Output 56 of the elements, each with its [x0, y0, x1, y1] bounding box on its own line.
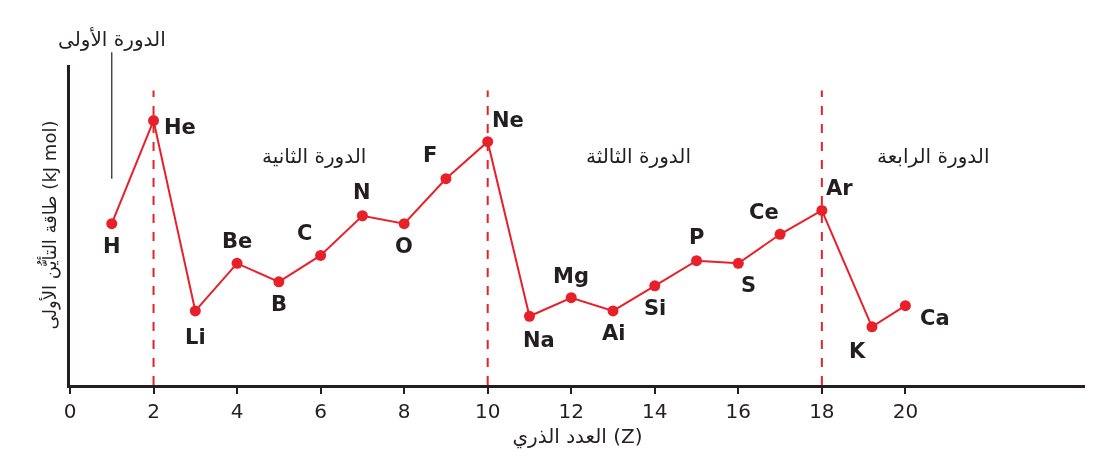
point: [398, 218, 410, 230]
x-tick-label: 6: [314, 398, 327, 423]
annotation: Ar: [826, 176, 854, 200]
annotation: Ai: [602, 321, 626, 345]
x-tick-label: 16: [725, 398, 752, 423]
annotation: Mg: [553, 264, 589, 288]
annotation: الدورة الثانية: [262, 144, 367, 168]
annotation: الدورة الثالثة: [586, 144, 691, 168]
annotation: الدورة الرابعة: [877, 144, 990, 168]
annotation: B: [271, 292, 288, 316]
annotation: He: [164, 115, 196, 139]
point: [565, 292, 577, 304]
x-tick-label: 10: [474, 398, 501, 423]
point: [273, 276, 285, 288]
x-tick-label: 14: [642, 398, 668, 423]
x-tick-label: 20: [892, 398, 919, 423]
x-axis-title: العدد الذري (Z): [512, 424, 643, 450]
point: [356, 210, 368, 222]
text: الدورة الأولى: [58, 27, 166, 51]
point: [315, 249, 327, 261]
x-tick-label: 4: [230, 398, 244, 423]
annotation: N: [353, 180, 371, 204]
point: [231, 257, 243, 269]
point: [774, 228, 786, 240]
y-axis-title: طاقة التأيُّن الأولى (kJ mol): [37, 120, 62, 330]
x-tick-label: 0: [63, 398, 77, 423]
point: [691, 255, 703, 267]
annotation: C: [297, 221, 313, 245]
annotation: O: [395, 234, 413, 258]
point: [732, 257, 744, 269]
point: [440, 173, 452, 185]
x-tick-label: 8: [397, 398, 411, 423]
x-tick-label: 2: [147, 398, 160, 423]
annotation: H: [103, 234, 121, 258]
point: [816, 204, 828, 216]
annotation: Ca: [920, 306, 950, 330]
annotation: F: [423, 143, 438, 167]
x-tick-label: 12: [558, 398, 584, 423]
x-tick-label: 18: [809, 398, 835, 423]
annotation: Na: [523, 328, 555, 352]
point: [189, 305, 201, 317]
point: [866, 321, 878, 333]
point: [607, 305, 619, 317]
annotation: Ne: [492, 108, 524, 132]
point: [649, 280, 661, 292]
annotation: Be: [222, 229, 253, 253]
annotation: K: [849, 339, 866, 363]
point: [899, 300, 911, 312]
annotation: Si: [644, 296, 667, 320]
annotation: Li: [185, 325, 206, 349]
annotation: S: [741, 273, 757, 297]
annotation: Ce: [749, 200, 779, 224]
point: [523, 310, 535, 322]
point: [106, 218, 118, 230]
annotation: P: [689, 225, 705, 249]
point: [148, 115, 160, 127]
